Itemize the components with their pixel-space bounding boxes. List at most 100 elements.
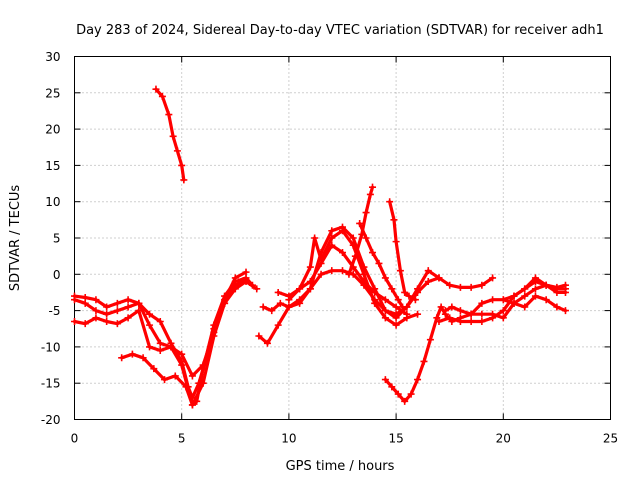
data-point xyxy=(414,310,422,318)
data-point xyxy=(467,310,475,318)
y-tick-label: -20 xyxy=(41,413,61,427)
series-trace-5 xyxy=(152,85,188,184)
data-point xyxy=(392,321,400,329)
y-tick-label: 20 xyxy=(45,123,60,137)
data-point xyxy=(542,281,550,289)
data-point xyxy=(411,296,419,304)
data-point xyxy=(103,310,111,318)
data-point xyxy=(296,285,304,293)
data-point xyxy=(182,383,190,391)
data-point xyxy=(339,227,346,235)
data-point xyxy=(521,303,529,311)
data-point xyxy=(489,274,497,282)
data-point xyxy=(499,307,507,315)
data-point xyxy=(371,299,379,307)
data-point xyxy=(553,303,561,311)
data-point xyxy=(231,285,239,293)
data-point xyxy=(366,190,374,198)
data-point xyxy=(328,267,336,275)
data-point xyxy=(81,320,89,328)
data-point xyxy=(381,274,389,282)
data-point xyxy=(499,314,507,322)
x-tick-label: 0 xyxy=(71,432,79,446)
data-point xyxy=(253,285,261,293)
data-point xyxy=(360,270,368,278)
x-tick-label: 15 xyxy=(388,432,403,446)
series-trace-13 xyxy=(381,292,569,405)
data-point xyxy=(156,339,164,347)
data-point xyxy=(375,259,383,267)
data-point xyxy=(285,296,293,304)
series-trace-16 xyxy=(499,274,569,304)
axis-ticks: 0 5 10 15 20 25 -20 -15 -10 -5 0 5 10 15 20 25 30 xyxy=(41,50,618,446)
data-point xyxy=(71,292,78,300)
data-point xyxy=(553,285,561,293)
data-point xyxy=(467,317,475,325)
data-point xyxy=(531,274,539,282)
data-point xyxy=(71,317,78,325)
data-point xyxy=(510,292,518,300)
y-tick-label: -15 xyxy=(41,377,61,391)
data-point xyxy=(103,303,111,311)
data-point xyxy=(113,307,121,315)
data-point xyxy=(124,314,132,322)
data-point xyxy=(146,310,154,318)
data-point xyxy=(139,354,147,362)
y-tick-label: 5 xyxy=(53,232,61,246)
data-point xyxy=(394,390,402,398)
data-point xyxy=(392,238,400,246)
data-point xyxy=(306,285,314,293)
data-point xyxy=(276,299,284,307)
data-point xyxy=(328,234,336,242)
data-point xyxy=(381,376,389,384)
data-point xyxy=(158,92,166,100)
data-point xyxy=(441,307,449,315)
data-point xyxy=(135,299,143,307)
data-point xyxy=(199,365,207,373)
data-point xyxy=(306,263,314,271)
data-point xyxy=(161,376,169,384)
grid xyxy=(74,56,611,420)
data-point xyxy=(424,267,432,275)
data-point xyxy=(414,376,422,384)
y-tick-label: 30 xyxy=(45,50,60,64)
data-point xyxy=(128,350,136,358)
series-line xyxy=(287,229,420,327)
series-trace-12 xyxy=(386,198,419,304)
data-point xyxy=(349,241,357,249)
data-point xyxy=(356,219,364,227)
data-point xyxy=(437,303,445,311)
data-point xyxy=(435,274,443,282)
data-point xyxy=(489,314,497,322)
data-point xyxy=(146,321,154,329)
series-line xyxy=(257,225,441,345)
data-point xyxy=(351,252,359,260)
data-point xyxy=(446,314,454,322)
data-point xyxy=(339,249,346,257)
data-point xyxy=(478,317,486,325)
data-point xyxy=(193,397,201,405)
data-point xyxy=(420,357,428,365)
data-point xyxy=(531,285,539,293)
series-line xyxy=(358,221,405,309)
data-point xyxy=(362,209,370,217)
data-point xyxy=(339,267,346,275)
data-point xyxy=(311,234,319,242)
data-point xyxy=(414,285,422,293)
data-point xyxy=(263,339,271,347)
data-point xyxy=(92,296,100,304)
data-point xyxy=(173,147,181,155)
data-point xyxy=(369,249,377,257)
y-axis-label: SDTVAR / TECUs xyxy=(8,185,23,292)
series-trace-11 xyxy=(356,219,407,311)
data-point xyxy=(424,278,432,286)
data-point xyxy=(113,320,121,328)
data-point xyxy=(178,361,186,369)
data-point xyxy=(369,183,377,191)
chart-title: Day 283 of 2024, Sidereal Day-to-day VTE… xyxy=(76,23,604,38)
y-tick-label: -5 xyxy=(49,304,61,318)
data-point xyxy=(448,303,456,311)
series-line xyxy=(383,294,568,403)
data-point xyxy=(81,294,89,302)
